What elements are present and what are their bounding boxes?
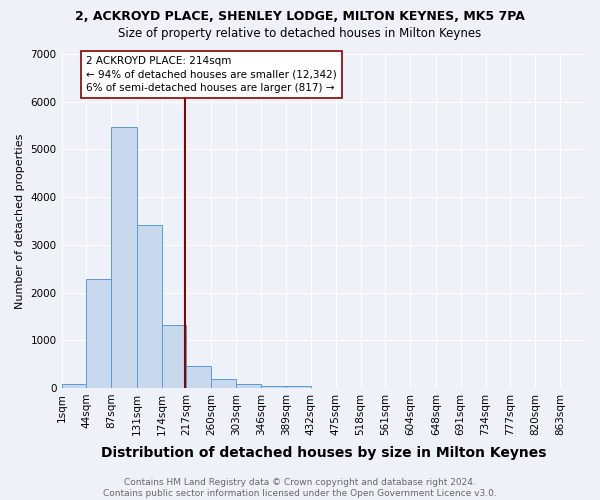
- Bar: [236, 384, 261, 388]
- Bar: [86, 279, 111, 388]
- Bar: [261, 386, 286, 388]
- Y-axis label: Number of detached properties: Number of detached properties: [15, 134, 25, 308]
- Text: 2, ACKROYD PLACE, SHENLEY LODGE, MILTON KEYNES, MK5 7PA: 2, ACKROYD PLACE, SHENLEY LODGE, MILTON …: [75, 10, 525, 23]
- Text: Size of property relative to detached houses in Milton Keynes: Size of property relative to detached ho…: [118, 28, 482, 40]
- Bar: [211, 379, 236, 388]
- Bar: [161, 326, 187, 388]
- Bar: [286, 386, 311, 388]
- Text: Contains HM Land Registry data © Crown copyright and database right 2024.
Contai: Contains HM Land Registry data © Crown c…: [103, 478, 497, 498]
- Bar: [187, 366, 211, 388]
- Bar: [62, 384, 86, 388]
- Bar: [111, 126, 137, 388]
- Text: 2 ACKROYD PLACE: 214sqm
← 94% of detached houses are smaller (12,342)
6% of semi: 2 ACKROYD PLACE: 214sqm ← 94% of detache…: [86, 56, 337, 93]
- Bar: [137, 225, 161, 388]
- X-axis label: Distribution of detached houses by size in Milton Keynes: Distribution of detached houses by size …: [101, 446, 546, 460]
